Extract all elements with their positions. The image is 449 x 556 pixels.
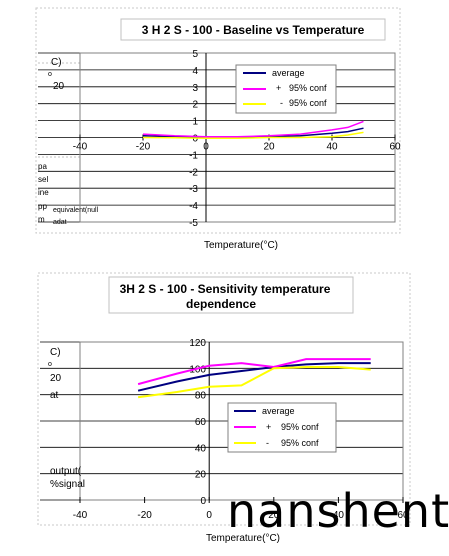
chart-2-legend-label-average: average: [262, 406, 295, 416]
x-tick-label: -40: [73, 142, 88, 153]
x-tick-label: 60: [397, 510, 409, 521]
chart-1-y-ticks: 5 4 3 2 1 0 -1 -2 -3 -4 -5: [189, 49, 198, 229]
x-tick-label: 0: [206, 510, 212, 521]
chart-2-series: [137, 358, 371, 399]
chart-1: 3 H 2 S - 100 - Baseline vs Temperature …: [35, 7, 401, 251]
chart-2-grid: [40, 341, 403, 501]
y-tick-label: 0: [200, 496, 206, 507]
chart-1-x-ticks: -40 -20 0 20 40 60: [73, 142, 401, 153]
chart-2-legend-prefix-minus: -: [266, 438, 269, 448]
chart-1-ylabel-fragment: pa: [38, 162, 47, 171]
chart-1-outer-frame: [35, 7, 401, 234]
y-tick-label: 4: [192, 66, 198, 77]
chart-1-series: [142, 120, 364, 140]
chart-1-ylabel-fragment: adat: [53, 219, 67, 226]
chart-2-title-line1: 3H 2 S - 100 - Sensitivity temperature: [120, 282, 331, 296]
y-tick-label: -1: [189, 150, 198, 161]
x-tick-label: 60: [389, 142, 401, 153]
y-tick-label: 80: [195, 391, 207, 402]
chart-1-legend-label-minus-conf: 95% conf: [289, 98, 327, 108]
chart-1-legend-label-plus-conf: 95% conf: [289, 83, 327, 93]
chart-2-legend-label-plus-conf: 95% conf: [281, 422, 319, 432]
y-tick-label: 2: [192, 100, 198, 111]
series-line-average: [142, 127, 364, 139]
x-tick-label: 40: [333, 510, 345, 521]
x-tick-label: 20: [263, 142, 275, 153]
y-tick-label: 5: [192, 49, 198, 60]
series-line-plus-conf: [137, 358, 371, 386]
chart-2-legend-label-minus-conf: 95% conf: [281, 438, 319, 448]
chart-2-x-ticks: -40 -20 0 20 40 60: [73, 510, 409, 521]
chart-1-ylabel-fragment: equivalent(null: [53, 207, 99, 214]
y-tick-label: -3: [189, 184, 198, 195]
y-tick-label: -4: [189, 201, 198, 212]
chart-1-legend: average + 95% conf - 95% conf: [235, 64, 337, 114]
chart-2-ylabel-fragment: output(: [50, 466, 82, 477]
chart-2-ylabel-fragment: o: [48, 361, 52, 368]
y-tick-label: 20: [195, 470, 207, 481]
plot-border: [79, 341, 404, 501]
series-line-minus-conf: [137, 366, 371, 399]
y-tick-label: -5: [189, 218, 198, 229]
chart-2: 3H 2 S - 100 - Sensitivity temperature d…: [37, 272, 411, 544]
chart-2-x-axis-label: Temperature(°C): [206, 533, 280, 544]
chart-1-ylabel-fragment: sel: [38, 175, 48, 184]
chart-2-ylabel-fragment: at: [50, 390, 59, 401]
y-tick-label: -2: [189, 167, 198, 178]
chart-1-legend-prefix-plus: +: [276, 83, 281, 93]
chart-1-title: 3 H 2 S - 100 - Baseline vs Temperature: [142, 23, 365, 37]
x-tick-label: -20: [136, 142, 151, 153]
x-tick-label: -40: [73, 510, 88, 521]
chart-1-ylabel-fragment: m: [38, 215, 45, 224]
chart-1-legend-label-average: average: [272, 68, 305, 78]
y-tick-label: 120: [189, 338, 206, 349]
chart-1-ylabel-fragment: pp: [38, 202, 47, 211]
y-tick-label: 0: [192, 134, 198, 145]
series-line-minus-conf: [142, 131, 364, 140]
chart-2-outer-frame: [37, 272, 411, 526]
chart-2-title-line2: dependence: [186, 297, 256, 311]
chart-1-x-axis-label: Temperature(°C): [204, 240, 278, 251]
chart-1-ylabel-fragment: 20: [53, 81, 65, 92]
chart-2-ylabel-fragment: C): [50, 347, 61, 358]
chart-2-legend-prefix-plus: +: [266, 422, 271, 432]
chart-1-ylabel-fragment: ine: [38, 188, 49, 197]
chart-2-legend: average + 95% conf - 95% conf: [227, 402, 337, 453]
y-tick-label: 100: [189, 364, 206, 375]
x-tick-label: 0: [203, 142, 209, 153]
chart-1-ylabel-fragment: o: [48, 71, 52, 78]
chart-2-ylabel-fragment: 20: [50, 373, 62, 384]
x-tick-label: 20: [268, 510, 280, 521]
chart-2-plot-area: [79, 341, 404, 503]
x-tick-label: -20: [137, 510, 152, 521]
series-line-plus-conf: [142, 120, 364, 138]
watermark-text: nanshent: [227, 484, 449, 538]
y-tick-label: 60: [195, 417, 207, 428]
chart-1-legend-prefix-minus: -: [280, 98, 283, 108]
chart-2-title-box: [108, 276, 354, 314]
chart-2-y-ticks: 120 100 80 60 40 20 0: [189, 338, 206, 507]
y-tick-label: 1: [192, 117, 198, 128]
chart-1-ylabel-fragment: C): [51, 57, 62, 68]
y-tick-label: 40: [195, 443, 207, 454]
y-tick-label: 3: [192, 83, 198, 94]
chart-2-ylabel-fragment: %signal: [50, 479, 85, 490]
x-tick-label: 40: [326, 142, 338, 153]
series-line-average: [137, 362, 371, 392]
chart-1-title-box: [120, 18, 386, 41]
